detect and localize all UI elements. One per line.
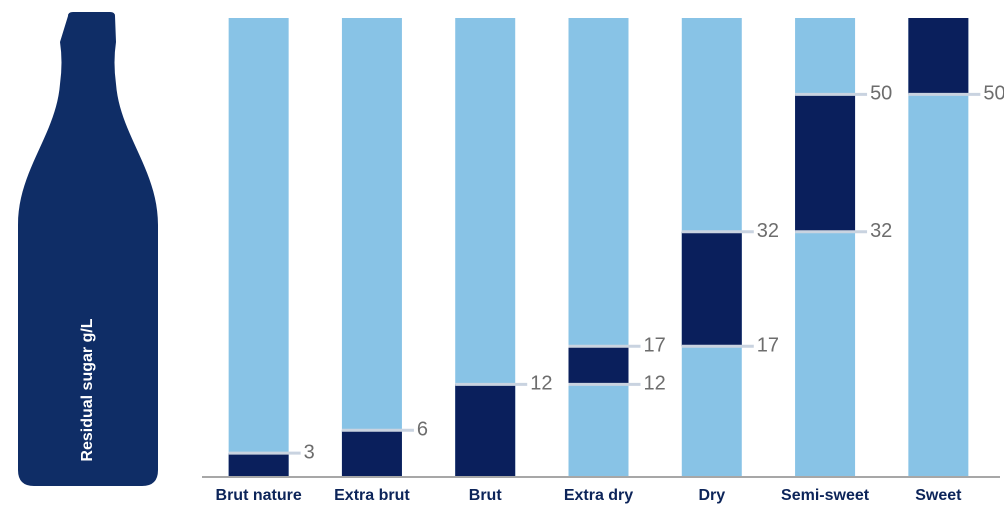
bar bbox=[341, 18, 402, 476]
range-segment bbox=[341, 430, 402, 476]
bar bbox=[795, 18, 856, 476]
value-label: 17 bbox=[644, 335, 666, 357]
x-tick-label: Extra dry bbox=[564, 487, 633, 504]
x-tick-label: Sweet bbox=[915, 487, 962, 504]
bottle bbox=[18, 12, 158, 486]
bar bbox=[568, 18, 629, 476]
value-label: 32 bbox=[870, 220, 892, 242]
range-segment bbox=[681, 231, 742, 347]
x-tick-label: Semi-sweet bbox=[781, 487, 870, 504]
axis-label: Residual sugar g/L bbox=[79, 318, 96, 461]
range-segment bbox=[455, 384, 516, 476]
value-label: 6 bbox=[417, 418, 428, 440]
value-label: 3 bbox=[304, 441, 315, 463]
value-label: 32 bbox=[757, 220, 779, 242]
range-segment bbox=[228, 453, 289, 476]
x-tick-label: Brut bbox=[469, 487, 503, 504]
range-segment bbox=[568, 346, 629, 385]
value-label: 12 bbox=[644, 373, 666, 395]
range-segment bbox=[908, 18, 969, 95]
range-segment bbox=[795, 94, 856, 232]
value-label: 50 bbox=[983, 83, 1004, 105]
x-tick-label: Extra brut bbox=[334, 487, 410, 504]
value-label: 12 bbox=[530, 373, 552, 395]
x-tick-label: Brut nature bbox=[216, 487, 302, 504]
value-label: 17 bbox=[757, 335, 779, 357]
x-tick-label: Dry bbox=[698, 487, 725, 504]
bar bbox=[228, 18, 289, 476]
value-label: 50 bbox=[870, 83, 892, 105]
